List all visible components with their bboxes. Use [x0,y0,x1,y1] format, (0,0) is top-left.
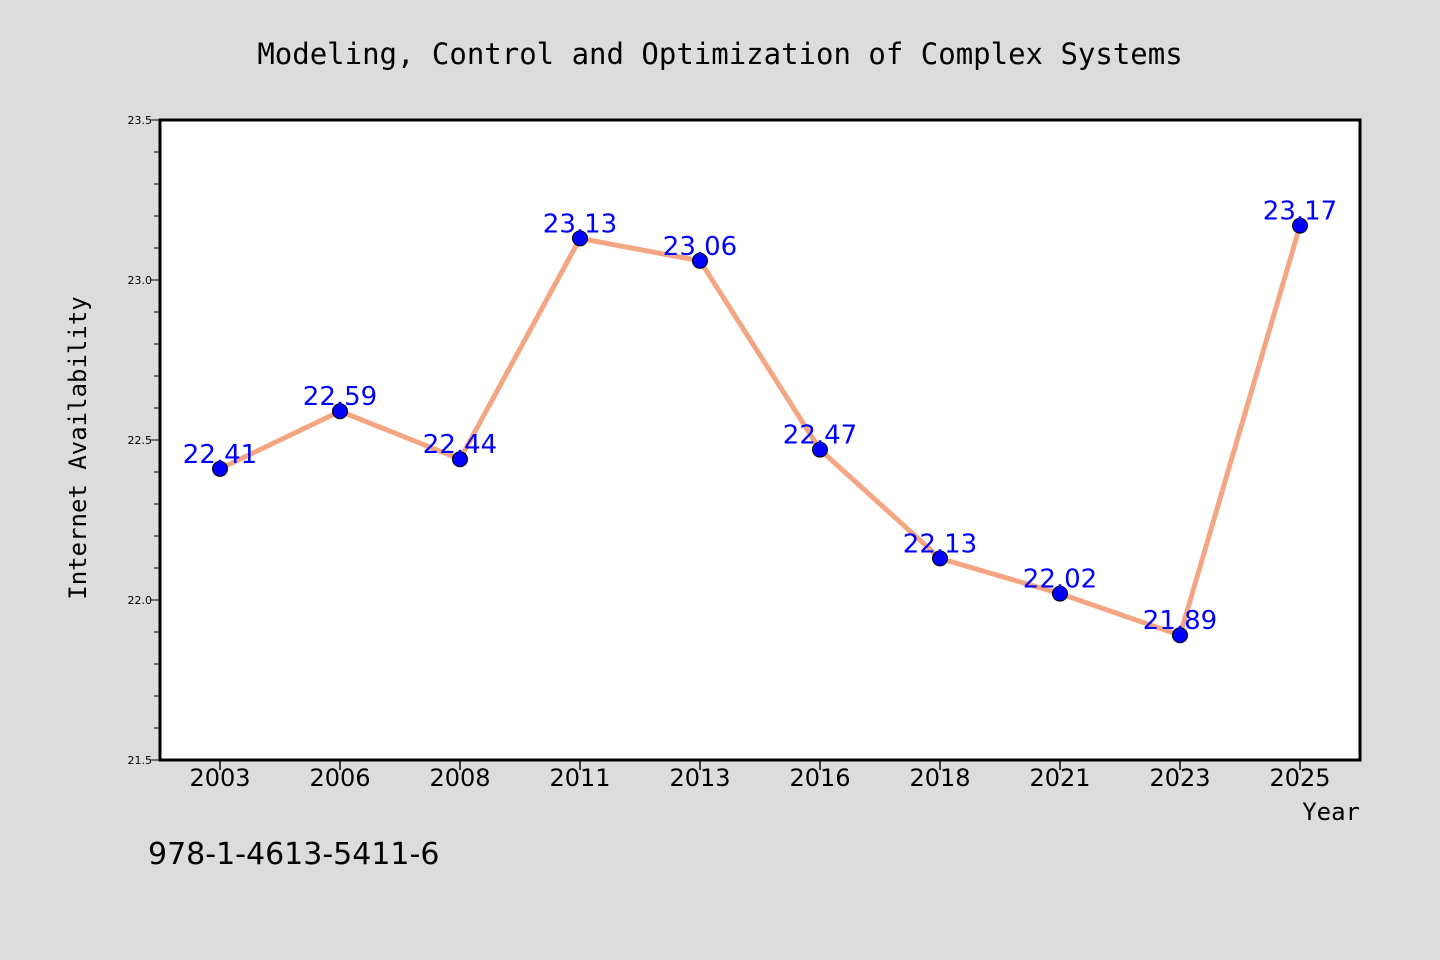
data-label: 22.59 [303,382,377,412]
data-point [1292,217,1308,234]
x-tick-label: 2003 [189,764,250,792]
x-tick-label: 2008 [429,764,490,792]
x-tick-label: 2006 [309,764,370,792]
data-label: 22.47 [783,421,857,451]
data-label: 23.06 [663,232,737,262]
y-tick-label: 23.5 [128,114,153,127]
x-tick-label: 2025 [1269,764,1330,792]
y-axis-label: Internet Availability [64,296,92,599]
y-tick-label: 21.5 [128,754,153,767]
data-point [1172,627,1188,644]
data-point [212,460,228,477]
data-label: 23.17 [1263,197,1337,227]
x-tick-label: 2013 [669,764,730,792]
data-point [332,403,348,420]
data-label: 22.41 [183,440,257,470]
y-tick-label: 23.0 [128,274,153,287]
plot-area [160,120,1360,760]
plot-frame [158,118,1362,762]
data-point [932,550,948,567]
data-label: 22.44 [423,430,497,460]
data-point [1052,585,1068,602]
data-point [812,441,828,458]
series-layer: 22.41 22.59 22.44 23.13 23.06 22.47 22.13 22.02… [183,197,1337,644]
x-tick-label: 2021 [1029,764,1090,792]
chart-title: Modeling, Control and Optimization of Co… [257,37,1182,71]
y-tick-label: 22.0 [128,594,153,607]
y-tick-label: 22.5 [128,434,153,447]
data-point [452,451,468,468]
data-point [572,230,588,247]
x-tick-label: 2018 [909,764,970,792]
data-label: 21.89 [1143,606,1217,636]
data-label: 22.02 [1023,565,1097,595]
data-label: 23.13 [543,209,617,239]
x-tick-label: 2016 [789,764,850,792]
data-label: 22.13 [903,529,977,559]
isbn-text: 978-1-4613-5411-6 [148,837,439,872]
x-axis: 2003 2006 2008 2011 2013 2016 2018 2021 2023 2025 [189,760,1331,792]
x-tick-label: 2011 [549,764,610,792]
series-line [217,223,1303,638]
data-point [692,252,708,269]
x-axis-label: Year [1302,798,1360,826]
x-tick-label: 2023 [1149,764,1210,792]
